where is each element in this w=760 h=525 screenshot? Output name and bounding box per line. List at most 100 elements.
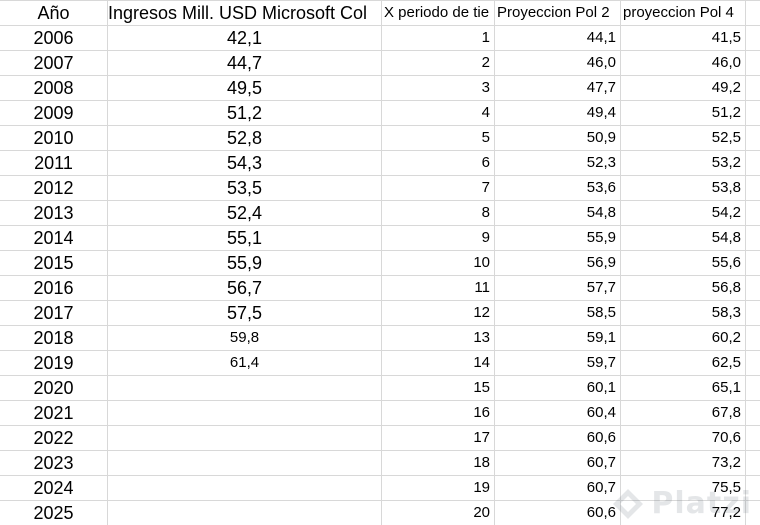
cell-income[interactable] (108, 376, 382, 401)
cell-income[interactable]: 57,5 (108, 301, 382, 326)
cell-proj2[interactable]: 50,9 (495, 126, 621, 151)
cell-period[interactable]: 18 (382, 451, 495, 476)
cell-period[interactable]: 2 (382, 51, 495, 76)
cell-year[interactable]: 2007 (0, 51, 108, 76)
empty-cell[interactable] (746, 76, 760, 101)
cell-proj4[interactable]: 65,1 (621, 376, 746, 401)
empty-cell[interactable] (746, 151, 760, 176)
cell-proj4[interactable]: 77,2 (621, 501, 746, 525)
empty-cell[interactable] (746, 201, 760, 226)
cell-proj2[interactable]: 55,9 (495, 226, 621, 251)
cell-year[interactable]: 2019 (0, 351, 108, 376)
empty-cell[interactable] (746, 326, 760, 351)
cell-year[interactable]: 2022 (0, 426, 108, 451)
empty-cell[interactable] (746, 276, 760, 301)
cell-proj4[interactable]: 51,2 (621, 101, 746, 126)
empty-cell[interactable] (746, 1, 760, 26)
cell-proj4[interactable]: 75,5 (621, 476, 746, 501)
cell-year[interactable]: 2020 (0, 376, 108, 401)
header-income[interactable]: Ingresos Mill. USD Microsoft Col (108, 1, 382, 26)
cell-proj2[interactable]: 47,7 (495, 76, 621, 101)
cell-proj2[interactable]: 44,1 (495, 26, 621, 51)
cell-period[interactable]: 8 (382, 201, 495, 226)
cell-proj2[interactable]: 57,7 (495, 276, 621, 301)
cell-year[interactable]: 2012 (0, 176, 108, 201)
empty-cell[interactable] (746, 501, 760, 525)
cell-proj2[interactable]: 56,9 (495, 251, 621, 276)
cell-year[interactable]: 2018 (0, 326, 108, 351)
cell-income[interactable] (108, 451, 382, 476)
cell-proj2[interactable]: 59,7 (495, 351, 621, 376)
cell-period[interactable]: 5 (382, 126, 495, 151)
cell-period[interactable]: 7 (382, 176, 495, 201)
cell-proj2[interactable]: 52,3 (495, 151, 621, 176)
cell-income[interactable] (108, 401, 382, 426)
cell-period[interactable]: 1 (382, 26, 495, 51)
cell-year[interactable]: 2014 (0, 226, 108, 251)
empty-cell[interactable] (746, 51, 760, 76)
cell-period[interactable]: 15 (382, 376, 495, 401)
cell-proj2[interactable]: 46,0 (495, 51, 621, 76)
header-period[interactable]: X periodo de tie (382, 1, 495, 26)
cell-period[interactable]: 6 (382, 151, 495, 176)
cell-proj2[interactable]: 53,6 (495, 176, 621, 201)
cell-proj4[interactable]: 67,8 (621, 401, 746, 426)
cell-income[interactable]: 59,8 (108, 326, 382, 351)
empty-cell[interactable] (746, 26, 760, 51)
cell-proj2[interactable]: 60,4 (495, 401, 621, 426)
cell-period[interactable]: 12 (382, 301, 495, 326)
header-proj4[interactable]: proyeccion Pol 4 (621, 1, 746, 26)
cell-income[interactable]: 44,7 (108, 51, 382, 76)
cell-year[interactable]: 2017 (0, 301, 108, 326)
cell-proj4[interactable]: 54,8 (621, 226, 746, 251)
empty-cell[interactable] (746, 301, 760, 326)
cell-proj4[interactable]: 58,3 (621, 301, 746, 326)
cell-year[interactable]: 2013 (0, 201, 108, 226)
cell-income[interactable] (108, 476, 382, 501)
cell-year[interactable]: 2024 (0, 476, 108, 501)
cell-income[interactable]: 56,7 (108, 276, 382, 301)
cell-year[interactable]: 2023 (0, 451, 108, 476)
cell-period[interactable]: 4 (382, 101, 495, 126)
cell-period[interactable]: 19 (382, 476, 495, 501)
cell-income[interactable]: 54,3 (108, 151, 382, 176)
empty-cell[interactable] (746, 376, 760, 401)
cell-period[interactable]: 11 (382, 276, 495, 301)
cell-proj2[interactable]: 60,7 (495, 476, 621, 501)
cell-income[interactable] (108, 426, 382, 451)
cell-income[interactable]: 42,1 (108, 26, 382, 51)
cell-income[interactable]: 55,9 (108, 251, 382, 276)
cell-proj4[interactable]: 73,2 (621, 451, 746, 476)
cell-proj4[interactable]: 55,6 (621, 251, 746, 276)
cell-period[interactable]: 13 (382, 326, 495, 351)
cell-proj2[interactable]: 60,6 (495, 501, 621, 525)
cell-proj4[interactable]: 62,5 (621, 351, 746, 376)
cell-period[interactable]: 10 (382, 251, 495, 276)
cell-year[interactable]: 2008 (0, 76, 108, 101)
cell-proj2[interactable]: 59,1 (495, 326, 621, 351)
cell-proj4[interactable]: 41,5 (621, 26, 746, 51)
empty-cell[interactable] (746, 176, 760, 201)
cell-proj2[interactable]: 60,7 (495, 451, 621, 476)
cell-proj4[interactable]: 49,2 (621, 76, 746, 101)
cell-year[interactable]: 2016 (0, 276, 108, 301)
cell-income[interactable]: 52,4 (108, 201, 382, 226)
cell-proj4[interactable]: 60,2 (621, 326, 746, 351)
cell-year[interactable]: 2009 (0, 101, 108, 126)
cell-proj4[interactable]: 53,8 (621, 176, 746, 201)
empty-cell[interactable] (746, 101, 760, 126)
cell-proj4[interactable]: 56,8 (621, 276, 746, 301)
cell-period[interactable]: 16 (382, 401, 495, 426)
cell-income[interactable]: 53,5 (108, 176, 382, 201)
cell-year[interactable]: 2015 (0, 251, 108, 276)
cell-income[interactable]: 49,5 (108, 76, 382, 101)
cell-proj2[interactable]: 58,5 (495, 301, 621, 326)
cell-period[interactable]: 14 (382, 351, 495, 376)
cell-income[interactable]: 52,8 (108, 126, 382, 151)
empty-cell[interactable] (746, 401, 760, 426)
cell-year[interactable]: 2025 (0, 501, 108, 525)
cell-income[interactable]: 51,2 (108, 101, 382, 126)
cell-year[interactable]: 2011 (0, 151, 108, 176)
cell-year[interactable]: 2021 (0, 401, 108, 426)
cell-year[interactable]: 2006 (0, 26, 108, 51)
